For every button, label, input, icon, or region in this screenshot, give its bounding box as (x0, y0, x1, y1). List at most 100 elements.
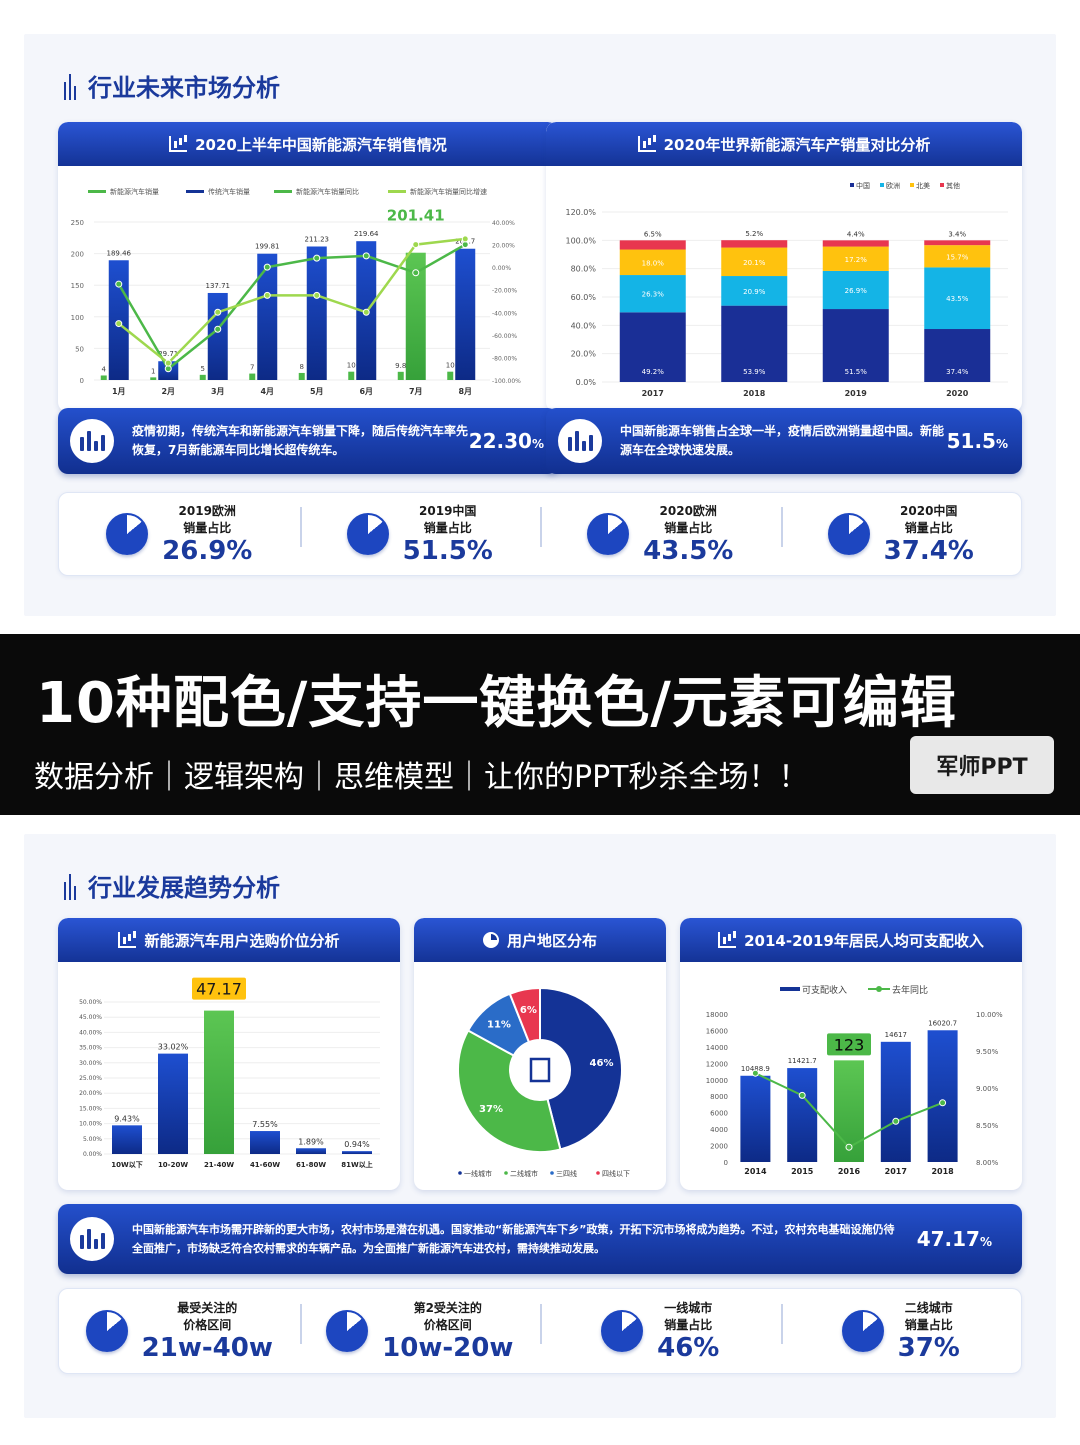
y-tick-label: 18000 (706, 1011, 728, 1019)
x-tick-label: 2020 (946, 389, 969, 398)
series-point (461, 235, 469, 243)
summary-number: 22.30 (468, 429, 532, 453)
legend-swatch (880, 183, 884, 187)
y-tick-label: 120.0% (565, 208, 596, 217)
highlight-badge (827, 1033, 871, 1056)
legend-label: 新能源汽车销量 (110, 187, 159, 196)
chart-circle-icon (558, 419, 602, 463)
pie-chart-icon (85, 1310, 128, 1352)
bar (740, 1075, 771, 1162)
x-tick-label: 7月 (409, 387, 423, 396)
y-tick-label: 0.0% (576, 378, 597, 387)
brand-button[interactable]: 军师PPT (910, 736, 1054, 794)
stack-segment (721, 305, 788, 382)
segment-label: 51.5% (845, 368, 868, 376)
stat-item: 2019欧洲 销量占比 26.9% (59, 503, 300, 565)
bar (204, 1010, 234, 1154)
bar-chart-icon (718, 932, 737, 948)
y-tick-label: 2000 (710, 1143, 728, 1151)
y-tick-label: 10000 (706, 1077, 728, 1085)
stat-label: 一线城市 (664, 1301, 713, 1315)
chart-china-sales: 新能源汽车销量 传统汽车销量 新能源汽车销量同比 新能源汽车销量同比增速 0 50 100 1… (71, 187, 522, 396)
y-tick-label: 100 (71, 314, 84, 322)
promo-banner: 10种配色/支持一键换色/元素可编辑 数据分析｜逻辑架构｜思维模型｜让你的PPT… (0, 634, 1080, 815)
stack-segment (721, 247, 788, 277)
legend-label: 新能源汽车销量同比 (296, 187, 359, 196)
series-line (117, 237, 466, 365)
stack-segment (822, 246, 889, 271)
summary-text: 中国新能源汽车市场需开辟新的更大市场，农村市场是潜在机遇。国家推动“新能源汽车下… (132, 1223, 895, 1255)
stats-row: 最受关注的 价格区间 21w-40w 第2受关注的 价格区间 10w-20w 一线城市销… (58, 1288, 1022, 1374)
stat-value: 51.5% (402, 536, 493, 566)
title-mark-icon (64, 72, 78, 100)
summary-unit: % (531, 437, 544, 451)
donut-slice (457, 1029, 562, 1153)
summary-value: 22.30% (469, 429, 544, 453)
x-tick-label: 2015 (791, 1167, 814, 1176)
y-tick-label: 100.0% (565, 236, 596, 245)
y-tick-label: 5.00% (83, 1136, 102, 1143)
highlight-label: 123 (834, 1035, 865, 1054)
bar-label: 10488.9 (741, 1065, 770, 1073)
stats-row: 2019欧洲 销量占比 26.9% 2019中国 销量占比 51.5% 2020欧洲 销量… (58, 492, 1022, 576)
section-title: 行业未来市场分析 (64, 68, 280, 103)
y-tick-label: 20.00% (79, 1090, 102, 1097)
stat-label: 销量占比 (423, 521, 472, 535)
segment-label: 17.2% (845, 256, 868, 264)
legend-label: 一线城市 (464, 1169, 492, 1178)
y-tick-label: 250 (71, 219, 84, 227)
y-tick-label: 45.00% (79, 1014, 102, 1021)
legend-label: 四线以下 (602, 1169, 630, 1178)
bar-small-label: 7 (250, 364, 254, 372)
card-header: 2020年世界新能源汽车产销量对比分析 (546, 122, 1022, 166)
bar-nev (298, 372, 305, 380)
legend-label: 二线城市 (510, 1169, 538, 1178)
segment-label: 3.4% (948, 230, 966, 238)
segment-label: 26.9% (845, 287, 868, 295)
pie-chart-icon (346, 513, 389, 555)
x-tick-label: 41-60W (250, 1161, 280, 1169)
card-header: 2020上半年中国新能源汽车销售情况 (58, 122, 558, 166)
pie-chart-icon (482, 932, 499, 948)
legend-label: 新能源汽车销量同比增速 (410, 187, 487, 196)
slice-label: 11% (487, 1019, 511, 1030)
series-point (362, 252, 370, 260)
series-point (214, 325, 222, 333)
card-title: 2014-2019年居民人均可支配收入 (744, 931, 984, 950)
stat-label: 销量占比 (904, 1318, 953, 1332)
stack-segment (619, 240, 686, 250)
series-point (362, 308, 370, 316)
y2-tick-label: -40.00% (492, 310, 517, 317)
series-point (115, 280, 123, 288)
series-point (263, 263, 271, 271)
bar-nev (397, 371, 404, 380)
stack-segment (924, 267, 991, 330)
bar (250, 1131, 280, 1154)
y-tick-label: 200 (71, 251, 84, 259)
bar-label: 211.23 (305, 236, 330, 244)
y-tick-label: 20.0% (571, 350, 597, 359)
bar-chart-icon (169, 136, 188, 152)
series-point (263, 291, 271, 299)
summary-number: 51.5 (946, 429, 996, 453)
bar-label: 29.71 (158, 350, 178, 358)
y2-tick-label: 20.00% (492, 243, 515, 250)
x-tick-label: 2月 (161, 387, 175, 396)
slide-trend-analysis: 行业发展趋势分析 新能源汽车用户选购价位分析 0.00% 5.00% 10.00% 1… (24, 834, 1056, 1418)
series-point (845, 1143, 853, 1151)
bar-label: 199.81 (255, 243, 280, 251)
stat-item: 2020中国 销量占比 37.4% (780, 503, 1022, 565)
legend-label: 三四线 (556, 1169, 577, 1178)
y2-tick-label: 9.00% (976, 1085, 999, 1093)
slide-market-analysis: 行业未来市场分析 2020上半年中国新能源汽车销售情况 新能源汽车销量 传统汽车销… (24, 34, 1056, 616)
x-tick-label: 10W以下 (111, 1161, 142, 1169)
y-tick-label: 0.00% (83, 1151, 102, 1158)
banner-subtitle: 数据分析｜逻辑架构｜思维模型｜让你的PPT秒杀全场！！ (34, 760, 809, 795)
bar (342, 1151, 372, 1154)
y2-tick-label: -60.00% (492, 333, 517, 340)
stat-item: 第2受关注的 价格区间 10w-20w (299, 1300, 541, 1362)
series-point (939, 1099, 947, 1107)
card-price-range: 新能源汽车用户选购价位分析 0.00% 5.00% 10.00% 15.00% 20.0… (58, 918, 400, 1190)
bar-label: 1.89% (298, 1137, 324, 1146)
x-tick-label: 21-40W (204, 1161, 234, 1169)
